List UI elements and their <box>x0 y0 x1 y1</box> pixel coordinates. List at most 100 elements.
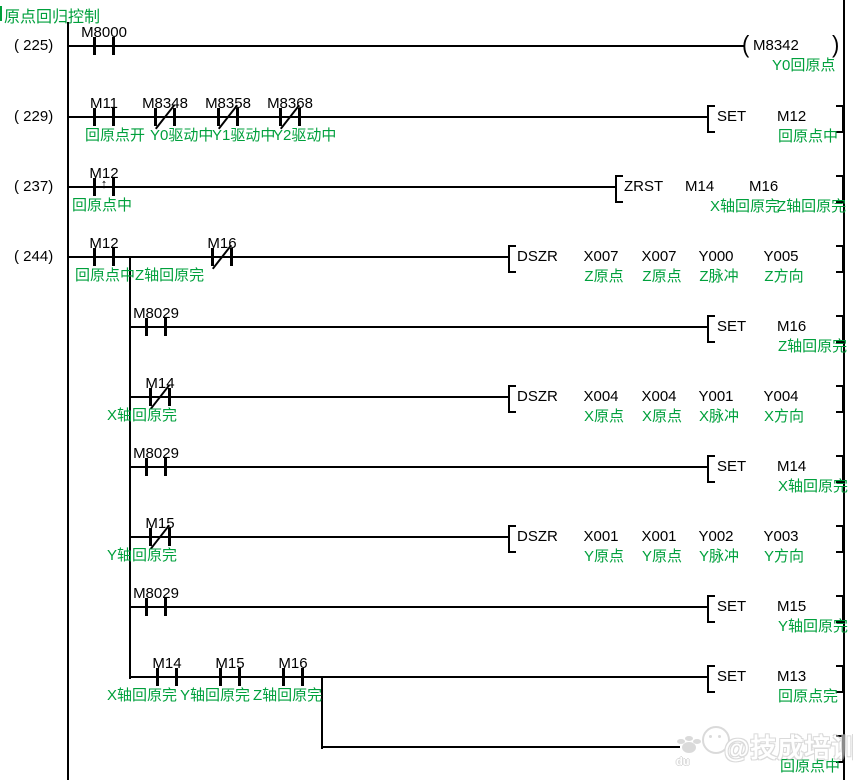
instruction-operand[interactable]: M13 <box>777 668 807 685</box>
no-contact-symbol[interactable] <box>93 108 96 126</box>
instruction-operand[interactable]: X004 <box>641 388 677 405</box>
operand-comment: Y方向 <box>763 548 805 565</box>
nc-contact-symbol[interactable] <box>154 108 157 126</box>
instruction-close-bracket <box>836 735 844 763</box>
nc-contact-symbol[interactable] <box>211 248 214 266</box>
contact-device-name: M8348 <box>142 95 188 112</box>
instruction-operand[interactable]: Y000 <box>698 248 734 265</box>
operand-comment: Z原点 <box>642 268 682 285</box>
instruction-operand[interactable]: X001 <box>583 528 619 545</box>
nc-contact-symbol[interactable] <box>149 528 152 546</box>
contact-device-name: M8029 <box>133 585 179 602</box>
nc-contact-symbol[interactable] <box>298 108 301 126</box>
no-contact-symbol[interactable] <box>164 598 167 616</box>
instruction-operand[interactable]: Y002 <box>698 528 734 545</box>
watermark-paw-icon <box>682 742 696 753</box>
rising-edge-arrow-icon: ↑ <box>100 176 108 191</box>
nc-contact-symbol[interactable] <box>173 108 176 126</box>
instruction-opcode[interactable]: DSZR <box>517 388 558 405</box>
no-contact-symbol[interactable] <box>175 668 178 686</box>
coil-comment: Y0回原点 <box>772 57 836 74</box>
no-contact-symbol[interactable] <box>112 37 115 55</box>
instruction-open-bracket <box>707 105 715 133</box>
nc-contact-symbol[interactable] <box>149 388 152 406</box>
operand-comment: Z原点 <box>584 268 624 285</box>
instruction-close-bracket <box>836 175 844 203</box>
coil-open-paren[interactable]: ( <box>742 30 750 59</box>
no-contact-symbol[interactable] <box>145 318 148 336</box>
instruction-operand[interactable]: Y001 <box>698 388 734 405</box>
instruction-opcode[interactable]: SET <box>717 458 747 475</box>
instruction-operand[interactable]: X004 <box>583 388 619 405</box>
contact-comment: 回原点中 <box>72 197 133 214</box>
instruction-opcode[interactable]: SET <box>717 598 747 615</box>
operand-comment: Y脉冲 <box>698 548 740 565</box>
instruction-opcode[interactable]: DSZR <box>517 248 558 265</box>
instruction-operand[interactable]: X007 <box>583 248 619 265</box>
rung-line <box>130 606 707 608</box>
rise-contact-symbol[interactable] <box>93 178 96 196</box>
operand-comment: X脉冲 <box>698 408 740 425</box>
no-contact-symbol[interactable] <box>145 458 148 476</box>
no-contact-symbol[interactable] <box>282 668 285 686</box>
rung-line <box>68 256 508 258</box>
instruction-close-bracket <box>836 385 844 413</box>
instruction-open-bracket <box>508 245 516 273</box>
instruction-opcode[interactable]: SET <box>717 668 747 685</box>
no-contact-symbol[interactable] <box>145 598 148 616</box>
contact-device-name: M12 <box>89 235 119 252</box>
instruction-opcode[interactable]: DSZR <box>517 528 558 545</box>
no-contact-symbol[interactable] <box>301 668 304 686</box>
instruction-open-bracket <box>615 175 623 203</box>
operand-comment: X方向 <box>763 408 805 425</box>
no-contact-symbol[interactable] <box>93 37 96 55</box>
instruction-operand[interactable]: X007 <box>641 248 677 265</box>
operand-comment: Y原点 <box>641 548 683 565</box>
nc-contact-symbol[interactable] <box>217 108 220 126</box>
instruction-operand[interactable]: Y003 <box>763 528 799 545</box>
no-contact-symbol[interactable] <box>238 668 241 686</box>
program-section-title: 原点回归控制 <box>4 9 101 26</box>
instruction-opcode[interactable]: ZRST <box>624 178 664 195</box>
no-contact-symbol[interactable] <box>156 668 159 686</box>
coil-close-paren[interactable]: ) <box>832 30 840 59</box>
rung-step-number: ( 229) <box>14 108 54 125</box>
nc-contact-symbol[interactable] <box>279 108 282 126</box>
no-contact-symbol[interactable] <box>164 458 167 476</box>
no-contact-symbol[interactable] <box>112 108 115 126</box>
nc-contact-symbol[interactable] <box>236 108 239 126</box>
instruction-operand[interactable]: M16 <box>749 178 779 195</box>
no-contact-symbol[interactable] <box>219 668 222 686</box>
left-power-rail <box>67 22 69 780</box>
instruction-close-bracket <box>836 525 844 553</box>
no-contact-symbol[interactable] <box>164 318 167 336</box>
instruction-opcode[interactable]: SET <box>717 318 747 335</box>
instruction-operand[interactable]: M14 <box>685 178 715 195</box>
instruction-operand[interactable]: M14 <box>777 458 807 475</box>
instruction-opcode[interactable]: SET <box>717 108 747 125</box>
nc-contact-symbol[interactable] <box>230 248 233 266</box>
rung-step-number: ( 237) <box>14 178 54 195</box>
instruction-operand[interactable]: X001 <box>641 528 677 545</box>
nc-contact-symbol[interactable] <box>168 528 171 546</box>
contact-comment: Y2驱动中 <box>273 127 337 144</box>
operand-comment: X原点 <box>583 408 625 425</box>
instruction-operand[interactable]: Y004 <box>763 388 799 405</box>
instruction-open-bracket <box>508 525 516 553</box>
no-contact-symbol[interactable] <box>93 248 96 266</box>
instruction-open-bracket <box>707 595 715 623</box>
instruction-operand[interactable]: M15 <box>777 598 807 615</box>
instruction-operand[interactable]: Y005 <box>763 248 799 265</box>
nc-contact-symbol[interactable] <box>168 388 171 406</box>
operand-comment: 回原点中 <box>780 758 841 775</box>
no-contact-symbol[interactable] <box>112 248 115 266</box>
operand-comment: Z轴回原完 <box>777 198 847 215</box>
instruction-operand[interactable]: M12 <box>777 108 807 125</box>
rung-line <box>130 326 707 328</box>
instruction-close-bracket <box>836 245 844 273</box>
contact-comment: Y轴回原完 <box>107 547 178 564</box>
rise-contact-symbol[interactable] <box>112 178 115 196</box>
contact-device-name: M8000 <box>81 24 127 41</box>
contact-device-name: M8368 <box>267 95 313 112</box>
instruction-operand[interactable]: M16 <box>777 318 807 335</box>
